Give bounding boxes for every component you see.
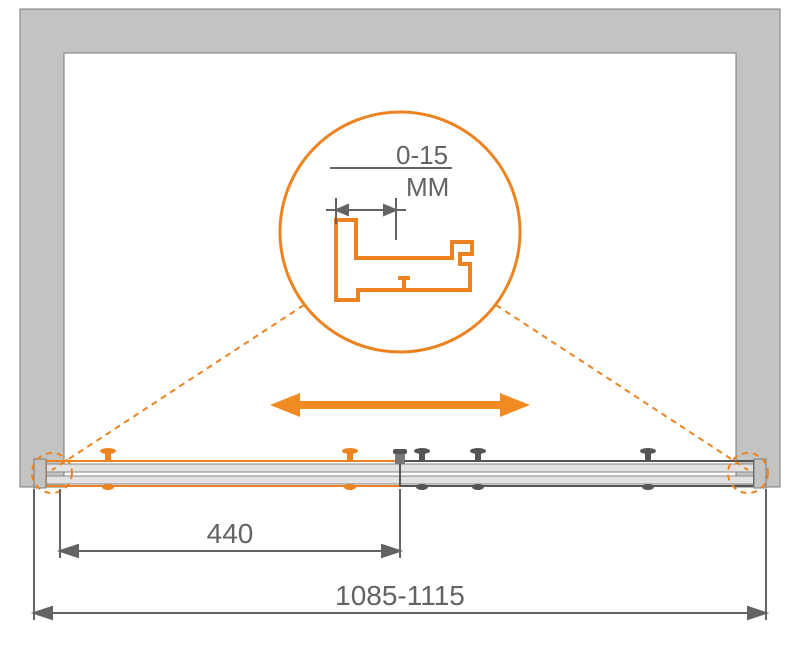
diagram-canvas: 0-15 MM 440 1085-1115 [0,0,800,659]
detail-circle: 0-15 MM [280,112,520,352]
diagram-svg: 0-15 MM 440 1085-1115 [0,0,800,659]
detail-unit-label: MM [406,172,449,202]
dimension-inner-label: 440 [207,518,254,549]
slide-arrow-icon [270,393,530,417]
dimension-outer-label: 1085-1115 [335,580,465,611]
detail-range-label: 0-15 [396,140,448,170]
center-stopper [393,449,407,464]
rail-assembly [34,448,766,490]
